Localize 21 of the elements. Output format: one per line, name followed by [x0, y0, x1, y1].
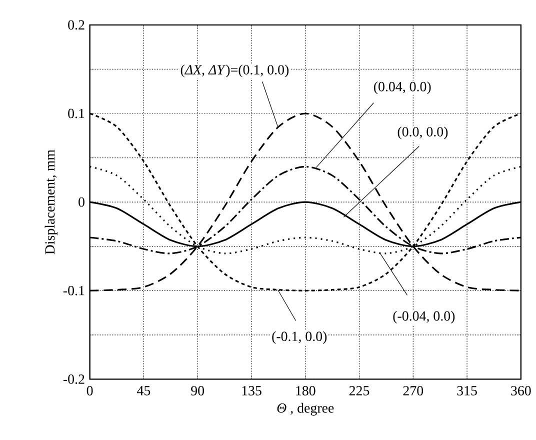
x-axis-title: Θ , degree [277, 402, 334, 416]
y-tick-label: 0 [78, 197, 84, 207]
y-axis-title: Displacement, mm [44, 150, 58, 254]
x-tick-label: 90 [191, 386, 204, 396]
y-tick-label: 0.2 [68, 20, 84, 30]
annotation: (-0.1, 0.0) [272, 331, 327, 344]
x-tick-label: 45 [137, 386, 150, 396]
annotation: (-0.04, 0.0) [393, 310, 455, 324]
x-tick-label: 315 [457, 386, 477, 396]
x-tick-label: 0 [86, 386, 93, 396]
y-tick-label: -0.2 [63, 374, 84, 384]
x-tick-label: 360 [511, 386, 531, 396]
x-tick-label: 270 [403, 386, 424, 396]
annotation: (ΔX, ΔY)=(0.1, 0.0) [180, 64, 289, 78]
y-tick-label: 0.1 [68, 108, 84, 118]
annotation: (0.04, 0.0) [374, 81, 431, 94]
x-tick-label: 180 [296, 386, 316, 396]
annotation: (0.0, 0.0) [398, 126, 448, 140]
x-tick-label: 135 [242, 386, 262, 396]
y-tick-label: -0.1 [63, 286, 84, 296]
x-tick-label: 225 [349, 386, 370, 396]
